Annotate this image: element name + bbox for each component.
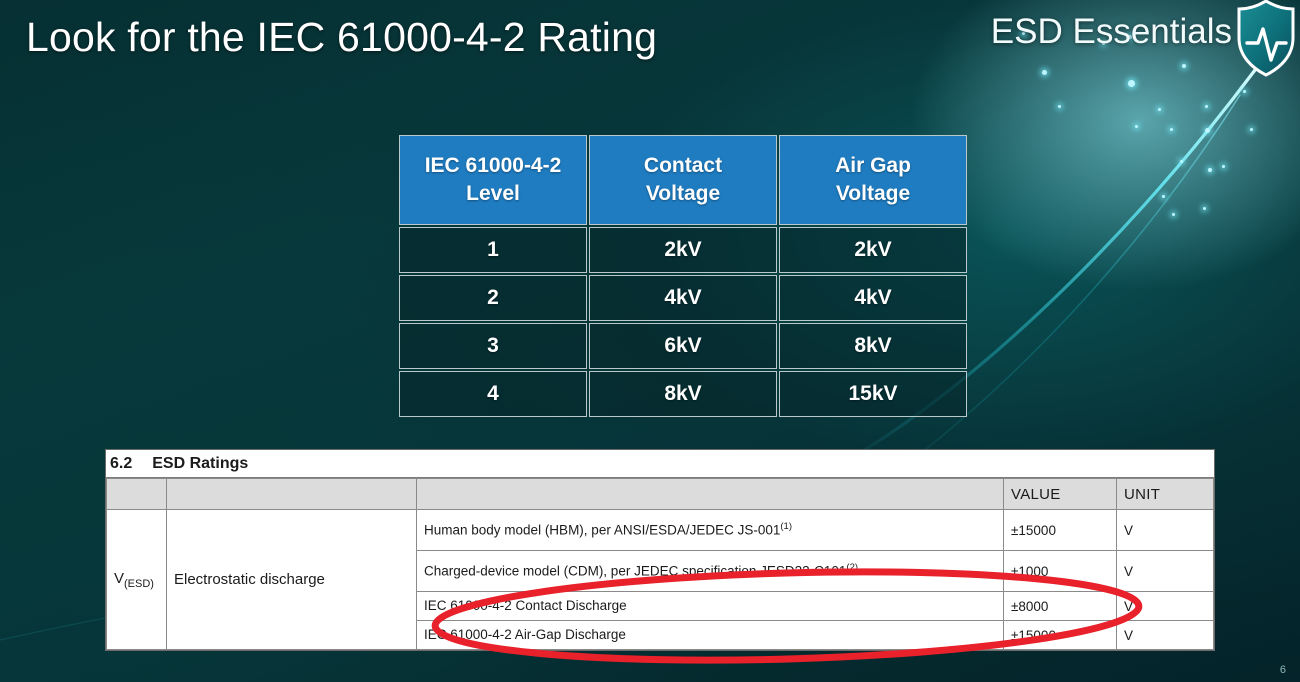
column-header-air-gap-voltage: Air Gap Voltage [779, 135, 967, 225]
cell-value: ±8000 [1003, 591, 1117, 621]
header-line-1: IEC 61000-4-2 [424, 154, 562, 178]
background-particle [1243, 90, 1246, 93]
background-particle [1162, 195, 1165, 198]
cell-value: ±15000 [1003, 620, 1117, 650]
cell-description: IEC 61000-4-2 Air-Gap Discharge [416, 620, 1004, 650]
cell-value: ±1000 [1003, 550, 1117, 592]
cell-level: 3 [399, 323, 587, 369]
column-header-contact-voltage: Contact Voltage [589, 135, 777, 225]
description-text: Charged-device model (CDM), per JEDEC sp… [424, 563, 847, 579]
cell-airgap: 8kV [779, 323, 967, 369]
table-row: V(ESD) Electrostatic discharge Human bod… [106, 509, 1214, 650]
iec-level-table: IEC 61000-4-2 Level Contact Voltage Air … [397, 133, 969, 419]
background-particle [1172, 213, 1175, 216]
footnote-marker: (2) [846, 561, 859, 573]
datasheet-grid: VALUE UNIT V(ESD) Electrostatic discharg… [106, 478, 1214, 650]
datasheet-section-header: 6.2 ESD Ratings [106, 450, 1214, 478]
header-line-2: Voltage [645, 182, 721, 205]
section-number: 6.2 [110, 454, 133, 472]
background-particle [1205, 105, 1208, 108]
cell-unit: V [1116, 591, 1214, 621]
table-row: 4 8kV 15kV [399, 371, 967, 417]
background-particle [1203, 207, 1206, 210]
header-line-2: Level [466, 182, 520, 205]
column-header-value: VALUE [1003, 478, 1117, 510]
cell-value: ±15000 [1003, 509, 1117, 551]
header-line-2: Voltage [835, 182, 911, 205]
cell-contact: 8kV [589, 371, 777, 417]
cell-unit: V [1116, 620, 1214, 650]
column-header-description [416, 478, 1004, 510]
table-row: 2 4kV 4kV [399, 275, 967, 321]
background-particle [1222, 165, 1225, 168]
page-title: Look for the IEC 61000-4-2 Rating [26, 14, 658, 60]
background-particle [1250, 128, 1253, 131]
background-particle [1182, 64, 1186, 68]
table-header-row: IEC 61000-4-2 Level Contact Voltage Air … [399, 135, 967, 225]
background-particle [1128, 80, 1135, 87]
cell-level: 2 [399, 275, 587, 321]
datasheet-header-row: VALUE UNIT [106, 478, 1214, 510]
cell-unit: V [1116, 509, 1214, 551]
cell-level: 1 [399, 227, 587, 273]
cell-airgap: 2kV [779, 227, 967, 273]
cell-level: 4 [399, 371, 587, 417]
cell-description: IEC 61000-4-2 Contact Discharge [416, 591, 1004, 621]
background-particle [1158, 108, 1161, 111]
cell-contact: 2kV [589, 227, 777, 273]
table-row: 3 6kV 8kV [399, 323, 967, 369]
cell-parameter-name: Electrostatic discharge [166, 509, 417, 650]
background-particle [1170, 128, 1173, 131]
header-line-1: Air Gap [835, 154, 911, 178]
background-particle [1208, 168, 1212, 172]
datasheet-esd-ratings-table: 6.2 ESD Ratings VALUE UNIT V(ESD) [105, 449, 1215, 651]
section-title: ESD Ratings [152, 454, 249, 472]
background-particle [1135, 125, 1138, 128]
page-number: 6 [1279, 664, 1286, 676]
column-header-iec-level: IEC 61000-4-2 Level [399, 135, 587, 225]
cell-description: Human body model (HBM), per ANSI/ESDA/JE… [416, 509, 1004, 551]
cell-unit: V [1116, 550, 1214, 592]
cell-contact: 4kV [589, 275, 777, 321]
header-line-1: Contact [643, 154, 723, 178]
cell-contact: 6kV [589, 323, 777, 369]
symbol-subscript: (ESD) [124, 577, 154, 590]
cell-airgap: 4kV [779, 275, 967, 321]
column-header-parameter [166, 478, 417, 510]
column-header-symbol [106, 478, 167, 510]
footnote-marker: (1) [780, 520, 793, 532]
background-particle [1058, 105, 1061, 108]
background-particle [1205, 128, 1210, 133]
description-text: Human body model (HBM), per ANSI/ESDA/JE… [424, 522, 781, 538]
cell-airgap: 15kV [779, 371, 967, 417]
brand-label: ESD Essentials [990, 12, 1232, 51]
symbol-main: V [114, 569, 125, 587]
cell-description: Charged-device model (CDM), per JEDEC sp… [416, 550, 1004, 592]
column-header-unit: UNIT [1116, 478, 1214, 510]
background-particle [1042, 70, 1047, 75]
cell-symbol-vesd: V(ESD) [106, 509, 167, 650]
shield-heartbeat-icon [1237, 0, 1295, 77]
table-row: 1 2kV 2kV [399, 227, 967, 273]
background-particle [1180, 160, 1183, 163]
